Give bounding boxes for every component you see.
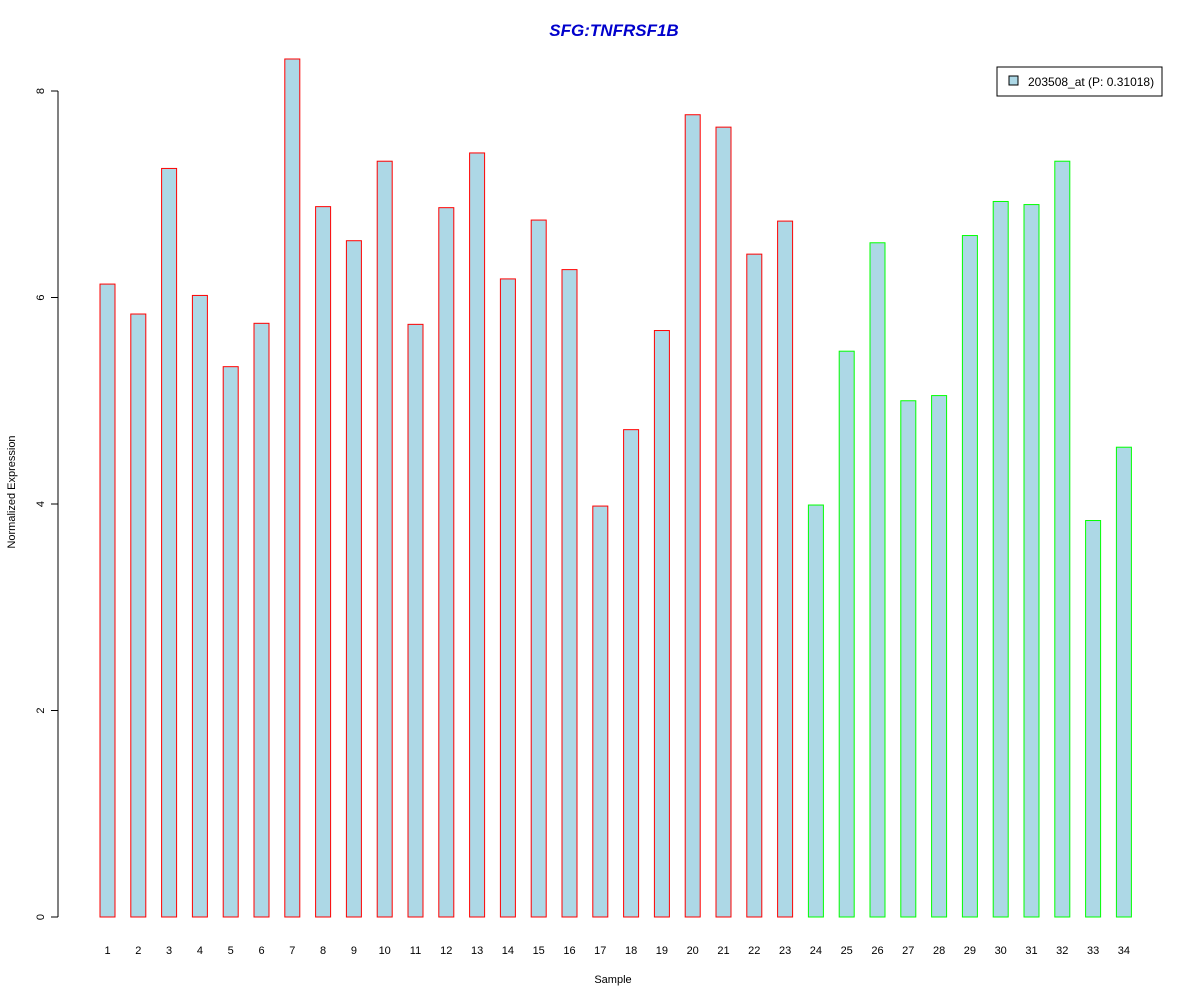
x-tick-label: 2 [135, 945, 141, 957]
x-tick-label: 29 [964, 945, 976, 957]
bar-sample-13 [469, 152, 486, 918]
x-tick-label: 7 [289, 945, 295, 957]
x-tick-label: 8 [320, 945, 326, 957]
bar-sample-19 [653, 330, 670, 918]
x-tick-label: 30 [995, 945, 1007, 957]
x-tick-label: 18 [625, 945, 637, 957]
x-tick-label: 27 [902, 945, 914, 957]
bar-sample-30 [992, 200, 1009, 918]
bar-sample-20 [684, 114, 701, 918]
x-tick-label: 23 [779, 945, 791, 957]
y-tick-label: 0 [35, 914, 47, 920]
y-tick-label: 6 [35, 294, 47, 300]
bar-sample-29 [961, 235, 978, 918]
x-tick-label: 10 [379, 945, 391, 957]
y-axis: 0 2 4 6 8 [35, 88, 59, 920]
bar-sample-22 [746, 253, 763, 918]
bar-sample-23 [777, 220, 794, 918]
x-axis-tick-labels: 1 2 3 4 5 6 7 8 9 10 11 12 13 14 15 16 17 18 19 20 21 22 23 24 2… [104, 945, 1130, 957]
x-tick-label: 33 [1087, 945, 1099, 957]
y-tick-label: 8 [35, 88, 47, 94]
x-tick-label: 14 [502, 945, 514, 957]
x-tick-label: 24 [810, 945, 822, 957]
bar-sample-6 [253, 322, 270, 918]
bar-sample-11 [407, 323, 424, 918]
legend-box [996, 66, 1163, 97]
bar-sample-5 [222, 366, 239, 918]
x-tick-label: 5 [228, 945, 234, 957]
chart-title: SFG:TNFRSF1B [549, 21, 678, 40]
bar-sample-7 [284, 58, 301, 918]
x-tick-label: 28 [933, 945, 945, 957]
bar-sample-1 [99, 283, 116, 918]
x-tick-label: 4 [197, 945, 203, 957]
bar-sample-25 [838, 350, 855, 918]
legend-swatch [1008, 75, 1019, 86]
bar-sample-4 [191, 294, 208, 918]
x-tick-label: 13 [471, 945, 483, 957]
x-tick-label: 6 [258, 945, 264, 957]
bar-sample-16 [561, 269, 578, 918]
bar-sample-21 [715, 126, 732, 918]
x-tick-label: 9 [351, 945, 357, 957]
bar-sample-14 [499, 278, 516, 918]
x-tick-label: 26 [871, 945, 883, 957]
bar-sample-34 [1115, 446, 1132, 918]
x-tick-label: 20 [687, 945, 699, 957]
bar-sample-33 [1085, 520, 1102, 918]
bar-sample-26 [869, 242, 886, 918]
bar-sample-28 [931, 395, 948, 918]
x-axis-label: Sample [594, 974, 631, 986]
x-tick-label: 19 [656, 945, 668, 957]
bar-series [99, 58, 1132, 918]
x-tick-label: 22 [748, 945, 760, 957]
bar-sample-31 [1023, 204, 1040, 918]
x-tick-label: 15 [533, 945, 545, 957]
x-tick-label: 11 [410, 945, 421, 957]
bar-sample-10 [376, 160, 393, 918]
bar-sample-12 [438, 207, 455, 918]
x-tick-label: 21 [717, 945, 729, 957]
bar-sample-2 [130, 313, 147, 918]
bar-sample-24 [807, 504, 824, 918]
y-axis-label: Normalized Expression [6, 435, 18, 548]
x-tick-label: 34 [1118, 945, 1130, 957]
x-tick-label: 32 [1056, 945, 1068, 957]
bar-sample-18 [623, 429, 640, 918]
x-tick-label: 1 [104, 945, 110, 957]
y-tick-label: 4 [35, 501, 47, 507]
x-tick-label: 31 [1025, 945, 1037, 957]
x-tick-label: 16 [563, 945, 575, 957]
x-tick-label: 17 [594, 945, 606, 957]
bar-sample-32 [1054, 160, 1071, 918]
y-tick-label: 2 [35, 707, 47, 713]
legend-label: 203508_at (P: 0.31018) [1028, 75, 1154, 89]
bar-sample-15 [530, 219, 547, 918]
bar-sample-17 [592, 505, 609, 918]
x-tick-label: 3 [166, 945, 172, 957]
legend: 203508_at (P: 0.31018) [996, 66, 1163, 97]
bar-sample-3 [161, 167, 178, 918]
x-tick-label: 25 [841, 945, 853, 957]
x-tick-label: 12 [440, 945, 452, 957]
bar-sample-27 [900, 400, 917, 918]
bar-sample-8 [315, 206, 332, 918]
bar-sample-9 [345, 240, 362, 918]
